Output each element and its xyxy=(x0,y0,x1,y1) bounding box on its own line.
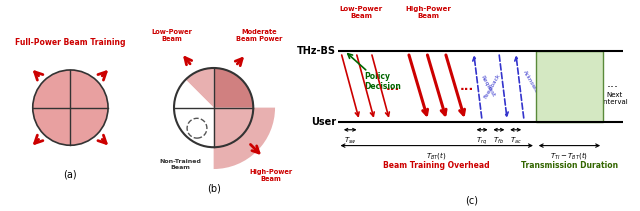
Text: Low-Power
Beam: Low-Power Beam xyxy=(340,6,383,19)
Text: ...: ... xyxy=(607,77,619,90)
Text: Data
Transfer: Data Transfer xyxy=(547,76,592,97)
Text: High-Power
Beam: High-Power Beam xyxy=(405,6,451,19)
Text: Next
Interval: Next Interval xyxy=(602,92,628,105)
Text: ...: ... xyxy=(460,80,474,93)
Text: Request: Request xyxy=(479,75,496,98)
Text: $T_{TI} - T_{BT}(t)$: $T_{TI} - T_{BT}(t)$ xyxy=(550,150,588,161)
Text: Policy
Decision: Policy Decision xyxy=(365,72,401,91)
Circle shape xyxy=(33,70,108,145)
Text: Full-Power Beam Training: Full-Power Beam Training xyxy=(15,38,125,47)
Text: $T_{fb}$: $T_{fb}$ xyxy=(493,135,504,146)
Bar xyxy=(536,51,603,122)
Text: (b): (b) xyxy=(207,184,221,194)
Text: THz-BS: THz-BS xyxy=(297,46,336,56)
Text: Low-Power
Beam: Low-Power Beam xyxy=(152,29,193,42)
Text: Feedback: Feedback xyxy=(483,73,501,100)
Text: (c): (c) xyxy=(465,195,479,206)
Text: High-Power
Beam: High-Power Beam xyxy=(250,169,292,182)
Text: $T_{sw}$: $T_{sw}$ xyxy=(344,135,356,146)
Text: $T_{ac}$: $T_{ac}$ xyxy=(509,135,522,146)
Text: Non-Trained
Beam: Non-Trained Beam xyxy=(159,159,201,170)
Text: Moderate
Beam Power: Moderate Beam Power xyxy=(236,29,282,42)
Wedge shape xyxy=(214,68,253,108)
Text: (a): (a) xyxy=(63,170,77,180)
Text: $T_{rq}$: $T_{rq}$ xyxy=(477,135,488,147)
Wedge shape xyxy=(214,108,275,169)
Text: ...: ... xyxy=(386,80,400,93)
Wedge shape xyxy=(186,68,214,108)
Text: User: User xyxy=(311,117,336,127)
Text: Transmission Duration: Transmission Duration xyxy=(521,161,618,170)
Wedge shape xyxy=(174,80,214,147)
Text: $T_{BT}(t)$: $T_{BT}(t)$ xyxy=(426,150,447,161)
Text: Beam Training Overhead: Beam Training Overhead xyxy=(383,161,490,170)
Text: Acknowledge: Acknowledge xyxy=(522,69,544,104)
